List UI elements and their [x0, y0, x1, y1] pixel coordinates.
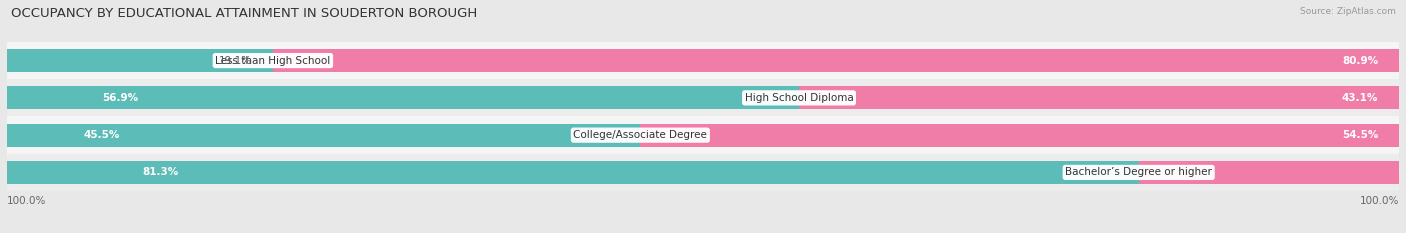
Text: 54.5%: 54.5% [1341, 130, 1378, 140]
Bar [7, 49, 273, 72]
Text: 80.9%: 80.9% [1341, 56, 1378, 65]
Text: 43.1%: 43.1% [1341, 93, 1378, 103]
Text: High School Diploma: High School Diploma [745, 93, 853, 103]
Text: OCCUPANCY BY EDUCATIONAL ATTAINMENT IN SOUDERTON BOROUGH: OCCUPANCY BY EDUCATIONAL ATTAINMENT IN S… [11, 7, 478, 20]
Text: 100.0%: 100.0% [7, 195, 46, 206]
Text: 100.0%: 100.0% [1360, 195, 1399, 206]
Text: 56.9%: 56.9% [103, 93, 138, 103]
Text: Bachelor’s Degree or higher: Bachelor’s Degree or higher [1066, 168, 1212, 177]
Bar [7, 161, 1139, 184]
Text: 81.3%: 81.3% [143, 168, 179, 177]
Text: Source: ZipAtlas.com: Source: ZipAtlas.com [1301, 7, 1396, 16]
Text: Less than High School: Less than High School [215, 56, 330, 65]
Bar [7, 123, 640, 147]
Text: 19.1%: 19.1% [219, 56, 252, 65]
Text: College/Associate Degree: College/Associate Degree [574, 130, 707, 140]
Bar [1139, 161, 1399, 184]
Bar [799, 86, 1399, 110]
Bar [7, 154, 1399, 191]
Bar [7, 42, 1399, 79]
Bar [7, 79, 1399, 116]
Bar [273, 49, 1399, 72]
Bar [640, 123, 1399, 147]
Bar [7, 86, 799, 110]
Bar [7, 116, 1399, 154]
Text: 45.5%: 45.5% [83, 130, 120, 140]
